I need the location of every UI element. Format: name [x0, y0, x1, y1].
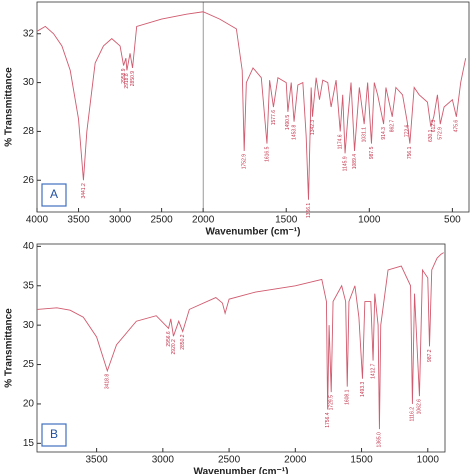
y-tick-label: 25 [23, 359, 35, 370]
peak-label: 987.2 [427, 349, 433, 362]
x-tick-label: 1500 [275, 215, 298, 226]
peak-label: 1116.2 [410, 407, 416, 422]
peak-label: 1145.9 [342, 156, 348, 171]
x-tick-label: 3000 [109, 215, 132, 226]
y-tick-label: 15 [23, 438, 35, 449]
y-tick-label: 20 [23, 399, 35, 410]
x-tick-label: 2500 [150, 215, 173, 226]
peak-label: 1412.7 [370, 363, 376, 379]
x-tick-label: 1000 [417, 455, 440, 466]
peak-label: 1089.4 [352, 154, 358, 170]
x-tick-label: 1500 [350, 455, 373, 466]
peak-label: 3418.8 [105, 374, 111, 390]
y-tick-label: 30 [23, 77, 35, 88]
peak-label: 2958.9 [121, 68, 127, 84]
peak-label: 1453.8 [291, 124, 297, 140]
peak-label: 1365.0 [377, 432, 383, 448]
y-tick-label: 40 [23, 241, 35, 252]
x-tick-label: 500 [444, 215, 461, 226]
peak-label: 1729.5 [329, 395, 335, 411]
peak-label: 612.3 [431, 120, 437, 133]
peak-label: 1493.3 [360, 382, 366, 398]
peak-label: 1174.6 [338, 134, 344, 149]
peak-label: 572.9 [438, 127, 444, 140]
peak-label: 2956.6 [166, 331, 172, 347]
x-axis-label: Wavenumber (cm⁻¹) [206, 227, 301, 238]
peak-label: 862.7 [390, 120, 396, 133]
y-tick-label: 26 [23, 175, 35, 186]
y-tick-label: 28 [23, 126, 35, 137]
y-tick-label: 35 [23, 280, 35, 291]
peak-label: 1366.1 [306, 203, 312, 219]
peak-label: 1756.4 [325, 412, 331, 428]
x-tick-label: 2000 [192, 215, 215, 226]
peak-label: 475.6 [454, 120, 460, 133]
x-tick-label: 3500 [85, 455, 108, 466]
y-tick-label: 32 [23, 28, 35, 39]
peak-label: 3441.2 [81, 183, 87, 199]
x-tick-label: 3500 [67, 215, 90, 226]
peak-label: 1031.1 [361, 127, 367, 143]
peak-label: 1342.3 [310, 120, 316, 136]
peak-label: 2850.9 [130, 71, 136, 87]
x-tick-label: 2000 [284, 455, 307, 466]
peak-label: 756.1 [407, 146, 413, 159]
x-tick-label: 1000 [358, 215, 381, 226]
panel-label-box [41, 183, 67, 207]
peak-label: 1490.5 [285, 115, 291, 131]
y-tick-label: 30 [23, 320, 35, 331]
peak-label: 772.6 [405, 124, 411, 137]
spectrum-line [36, 252, 444, 430]
plot-frame [36, 1, 470, 213]
x-tick-label: 4000 [26, 215, 49, 226]
peak-label: 914.3 [381, 127, 387, 140]
plot-frame [36, 243, 446, 453]
x-tick-label: 2500 [218, 455, 241, 466]
panel-label: B [50, 427, 58, 441]
peak-label: 1608.1 [345, 389, 351, 405]
x-tick-label: 3000 [152, 455, 175, 466]
spectrum-line [36, 11, 467, 200]
peak-label: 2920.2 [171, 339, 177, 355]
y-axis-label: % Transmittance [4, 67, 15, 147]
peak-label: 987.5 [369, 146, 375, 159]
panel-label-box [41, 423, 67, 447]
peak-label: 1062.6 [417, 399, 423, 415]
peak-label: 630.1 [428, 129, 434, 142]
panel-label: A [50, 187, 58, 201]
peak-label: 2850.2 [180, 334, 186, 350]
peak-label: 1577.6 [271, 110, 277, 126]
y-axis-label: % Transmittance [4, 308, 15, 388]
peak-label: 2918.8 [124, 73, 130, 89]
x-axis-label: Wavenumber (cm⁻¹) [194, 467, 289, 474]
peak-label: 1752.9 [242, 154, 248, 170]
peak-label: 1616.5 [264, 146, 270, 162]
